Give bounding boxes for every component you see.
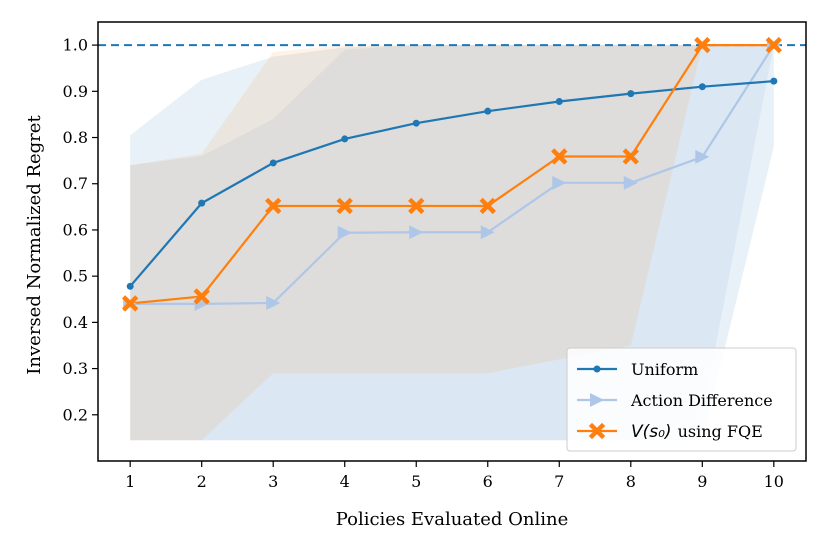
legend-swatch-marker-1 [593, 365, 601, 373]
x-tick-label-2: 2 [197, 472, 207, 491]
plot-frame [97, 21, 807, 462]
band-series-1 [130, 45, 774, 441]
point-series-3-10 [765, 36, 783, 54]
point-series-3-6-stroke-b [479, 197, 496, 215]
x-tick-label-10: 10 [764, 472, 784, 491]
line-series-1 [129, 80, 774, 288]
point-series-1-5 [412, 119, 420, 127]
x-axis-label: Policies Evaluated Online [336, 509, 569, 530]
y-tick-label-4: 0.5 [63, 267, 88, 286]
point-series-2-3 [266, 295, 281, 310]
point-series-1-2 [198, 199, 206, 207]
legend-text-3: using FQE [678, 422, 763, 441]
line-series-3 [130, 44, 774, 305]
y-tick-label-3: 0.4 [63, 313, 88, 332]
point-series-3-9 [694, 36, 711, 54]
point-series-3-10-stroke-b [765, 36, 783, 54]
point-series-3-2-stroke-b [193, 288, 210, 305]
point-series-3-8 [622, 148, 639, 165]
line-series-2 [130, 44, 775, 305]
point-series-1-10 [770, 77, 778, 85]
point-series-3-1-stroke-b [121, 295, 139, 312]
legend-swatch-marker-3-stroke-b [588, 422, 606, 440]
band-series-2 [130, 45, 774, 441]
y-axis-label: Inversed Normalized Regret [24, 115, 45, 375]
point-series-3-7-stroke-b [551, 148, 568, 165]
point-series-3-3-stroke-b [265, 197, 282, 215]
point-series-1-1 [126, 282, 134, 290]
x-tick-label-9: 9 [697, 472, 707, 491]
point-series-2-6 [480, 225, 495, 240]
legend-box [566, 347, 797, 452]
point-series-1-4 [341, 135, 349, 143]
legend-swatch-marker-3 [588, 422, 606, 440]
x-tick-label-5: 5 [411, 472, 421, 491]
y-tick-label-6: 0.7 [63, 174, 88, 193]
point-series-1-6 [484, 107, 492, 115]
x-tick-label-3: 3 [268, 472, 278, 491]
x-tick-label-8: 8 [626, 472, 636, 491]
legend-swatch-marker-2 [590, 393, 604, 407]
legend-math-3: V(s₀) [631, 422, 672, 442]
point-series-2-9 [695, 149, 710, 164]
point-series-3-7 [551, 148, 568, 165]
point-series-1-7 [555, 97, 563, 105]
axes: 1 2 3 4 5 6 7 8 9 10 0.2 0.3 0.4 0.5 0.6 0.7 0.8 0.9 1.0 [63, 21, 807, 491]
y-tick-label-7: 0.8 [63, 128, 88, 147]
legend: Uniform Action Difference V(s₀) using FQE [566, 347, 797, 452]
point-series-2-7 [552, 175, 567, 190]
x-tick-label-7: 7 [554, 472, 564, 491]
series-markers [121, 36, 783, 312]
x-tick-label-6: 6 [483, 472, 493, 491]
point-series-3-2 [193, 288, 210, 305]
point-series-3-5-stroke-b [408, 197, 425, 215]
point-series-3-6 [479, 197, 496, 215]
legend-label-1: Uniform [631, 360, 698, 379]
x-tick-label-4: 4 [340, 472, 350, 491]
point-series-1-3 [269, 159, 277, 167]
point-series-3-3 [265, 197, 282, 215]
legend-label-3: V(s₀) using FQE [631, 422, 763, 442]
point-series-3-1 [121, 295, 139, 312]
y-tick-label-1: 0.2 [63, 405, 88, 424]
point-series-2-4 [337, 225, 352, 240]
point-series-3-8-stroke-b [622, 148, 639, 165]
y-tick-label-9: 1.0 [63, 36, 88, 55]
y-tick-label-2: 0.3 [63, 359, 88, 378]
point-series-1-9 [698, 83, 706, 91]
point-series-3-4-stroke-b [336, 197, 353, 215]
point-series-1-8 [627, 90, 635, 98]
series-lines [129, 44, 775, 305]
point-series-2-5 [409, 225, 424, 240]
point-series-3-9-stroke-b [694, 36, 711, 54]
y-tick-label-5: 0.6 [63, 220, 88, 239]
confidence-bands [130, 45, 774, 441]
point-series-3-4 [336, 197, 353, 215]
x-tick-label-1: 1 [125, 472, 135, 491]
point-series-2-8 [623, 175, 638, 190]
legend-label-2: Action Difference [630, 391, 773, 410]
y-tick-label-8: 0.9 [63, 82, 88, 101]
point-series-3-5 [408, 197, 425, 215]
band-series-3 [130, 45, 774, 441]
